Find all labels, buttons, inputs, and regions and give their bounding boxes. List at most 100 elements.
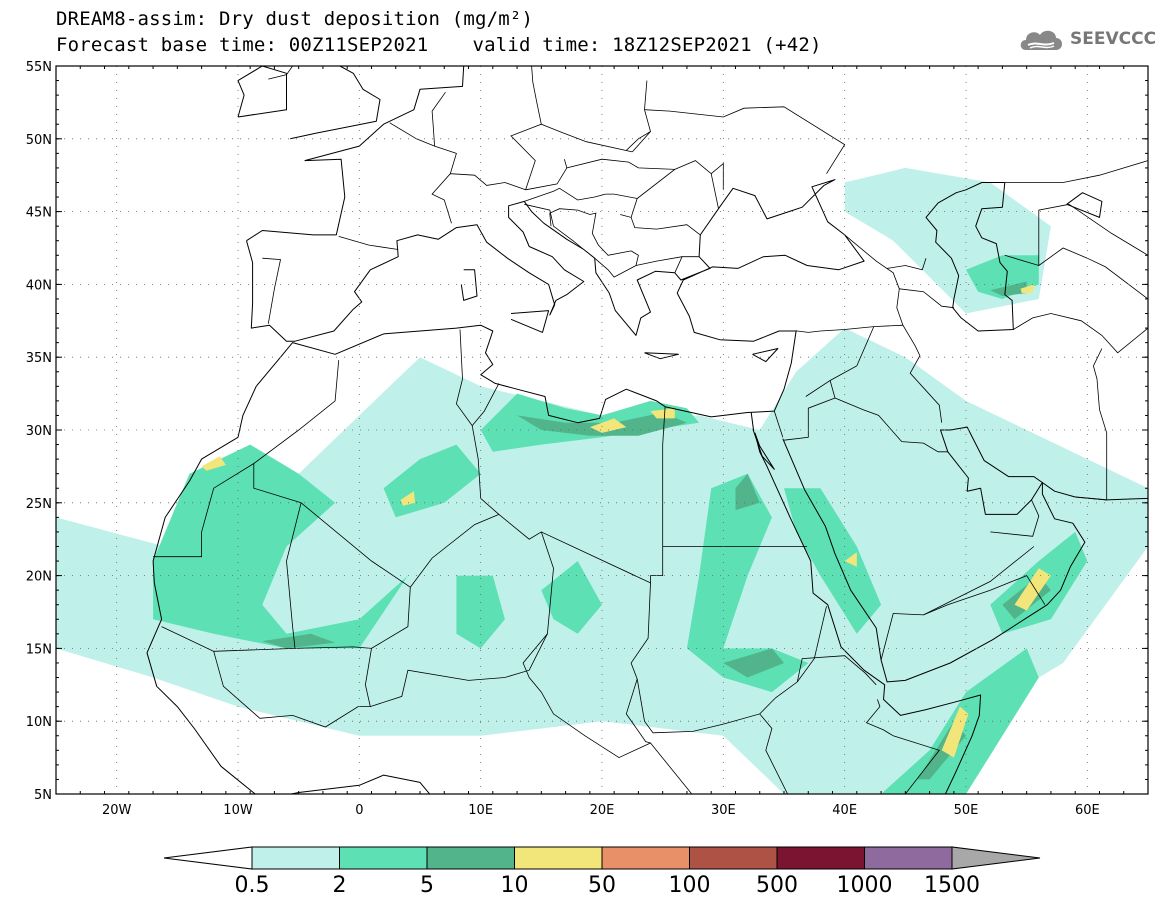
lat-tick-label: 25N bbox=[26, 497, 52, 512]
lat-tick-label: 45N bbox=[26, 206, 52, 221]
dust-contour-region bbox=[650, 408, 675, 419]
lat-tick-label: 50N bbox=[26, 133, 52, 148]
colorbar-label: 500 bbox=[756, 873, 798, 898]
dust-contour-region bbox=[941, 706, 969, 758]
country-border bbox=[431, 91, 446, 147]
country-border bbox=[1013, 313, 1148, 354]
lon-tick-label: 10W bbox=[223, 803, 253, 818]
lat-tick-label: 55N bbox=[26, 60, 52, 75]
country-border bbox=[1038, 247, 1148, 300]
coastline bbox=[290, 66, 381, 140]
country-border bbox=[899, 288, 954, 309]
country-border bbox=[834, 397, 948, 453]
country-borders bbox=[153, 66, 1148, 794]
colorbar-label: 2 bbox=[333, 873, 347, 898]
lat-tick-label: 30N bbox=[26, 424, 52, 439]
coastline bbox=[925, 182, 1014, 332]
lon-tick-label: 10E bbox=[468, 803, 493, 818]
colorbar-label: 1500 bbox=[924, 873, 980, 898]
coastline bbox=[304, 66, 465, 162]
lat-tick-label: 40N bbox=[26, 278, 52, 293]
country-border bbox=[620, 214, 701, 236]
country-border bbox=[431, 173, 526, 224]
country-border bbox=[783, 380, 836, 441]
country-border bbox=[364, 648, 372, 707]
coastline bbox=[460, 269, 478, 301]
lat-tick-label: 20N bbox=[26, 570, 52, 585]
country-border bbox=[605, 193, 638, 218]
forecast-base-time: Forecast base time: 00Z11SEP2021 bbox=[56, 34, 429, 56]
coastline bbox=[237, 66, 287, 118]
lon-tick-label: 0 bbox=[355, 803, 363, 818]
lat-tick-label: 10N bbox=[26, 715, 52, 730]
colorbar-label: 0.5 bbox=[235, 873, 270, 898]
country-border bbox=[805, 326, 875, 397]
colorbar-label: 1000 bbox=[837, 873, 893, 898]
country-border bbox=[844, 234, 904, 326]
colorbar-swatch bbox=[689, 846, 778, 870]
country-border bbox=[873, 324, 943, 423]
lon-tick-label: 30E bbox=[711, 803, 736, 818]
country-border bbox=[1068, 203, 1148, 256]
colorbar-swatch bbox=[514, 846, 603, 870]
dust-contour-region bbox=[201, 456, 226, 471]
country-border bbox=[773, 410, 784, 438]
dust-contour-region bbox=[686, 473, 809, 693]
coastline bbox=[1066, 192, 1103, 218]
forecast-times: Forecast base time: 00Z11SEP2021 valid ti… bbox=[56, 34, 822, 56]
country-border bbox=[632, 80, 651, 153]
country-border bbox=[626, 131, 651, 151]
dust-contour-region bbox=[723, 648, 784, 678]
axis-ticks: 55N 50N 45N 40N 35N 30N 25N 20N 15N 10N 5N 20W 10W 0 1… bbox=[26, 60, 1149, 818]
country-border bbox=[549, 208, 632, 256]
country-border bbox=[409, 329, 500, 588]
country-border bbox=[510, 123, 633, 190]
colorbar-label: 100 bbox=[669, 873, 711, 898]
dust-contour-region bbox=[735, 473, 760, 511]
country-border bbox=[710, 162, 724, 190]
country-border bbox=[525, 167, 568, 191]
dust-contour-region bbox=[784, 488, 882, 634]
coastline bbox=[644, 352, 679, 360]
colorbar-swatch bbox=[426, 846, 515, 870]
country-border bbox=[796, 655, 877, 686]
country-border bbox=[1004, 160, 1148, 183]
cloud-icon bbox=[1020, 30, 1062, 50]
country-border bbox=[294, 502, 411, 649]
country-border bbox=[498, 406, 666, 584]
country-border bbox=[524, 203, 585, 250]
logo-text: SEEVCCC bbox=[1070, 29, 1157, 49]
country-border bbox=[1075, 348, 1108, 501]
dust-contour-region bbox=[262, 633, 336, 649]
lon-tick-label: 20E bbox=[590, 803, 615, 818]
lon-tick-label: 60E bbox=[1075, 803, 1100, 818]
coastline bbox=[750, 412, 775, 470]
country-border bbox=[522, 531, 693, 794]
colorbar-over-triangle bbox=[951, 846, 1041, 870]
country-border bbox=[880, 575, 1046, 661]
country-border bbox=[674, 256, 700, 273]
colorbar-swatch bbox=[776, 846, 865, 870]
map-title: DREAM8-assim: Dry dust deposition (mg/m²… bbox=[56, 8, 534, 30]
country-border bbox=[253, 360, 340, 464]
colorbar-label: 5 bbox=[420, 873, 434, 898]
coastline bbox=[246, 158, 346, 242]
country-border bbox=[594, 250, 639, 278]
country-border bbox=[644, 106, 846, 174]
coastline bbox=[246, 179, 865, 342]
country-border bbox=[797, 326, 874, 333]
colorbar-under-triangle bbox=[163, 846, 253, 870]
lat-tick-label: 35N bbox=[26, 351, 52, 366]
colorbar-swatch bbox=[339, 846, 428, 870]
seevccc-logo: SEEVCCC bbox=[1018, 24, 1156, 54]
coastline bbox=[146, 560, 431, 794]
dust-contour-region bbox=[1020, 284, 1034, 294]
country-border bbox=[636, 160, 719, 209]
country-border bbox=[153, 462, 302, 652]
country-border bbox=[262, 257, 281, 324]
lon-tick-label: 20W bbox=[102, 803, 132, 818]
colorbar-label: 50 bbox=[588, 873, 616, 898]
colorbar: 0.5 2 5 10 50 100 500 1000 1500 bbox=[163, 846, 1041, 898]
dust-contour-region bbox=[844, 552, 857, 567]
country-border bbox=[923, 546, 1035, 616]
